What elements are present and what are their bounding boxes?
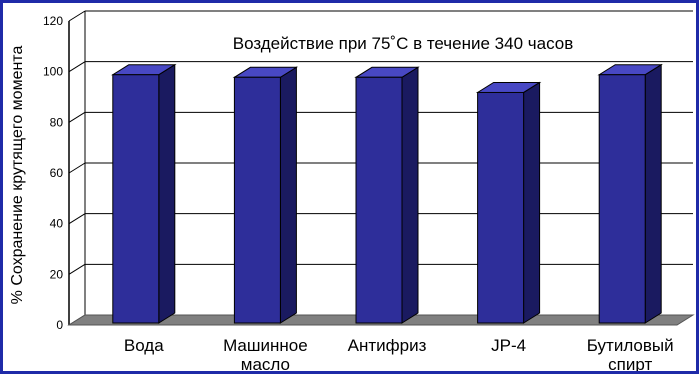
x-tick-label: Бутиловый <box>587 336 674 355</box>
bar-front <box>477 91 525 324</box>
bar-side <box>279 66 297 324</box>
x-tick-label: масло <box>241 355 290 371</box>
y-tick-label: 100 <box>43 65 63 79</box>
bar-side <box>523 81 541 324</box>
y-axis: 0 20 40 60 80 100 120 <box>43 11 86 332</box>
y-tick-label: 40 <box>50 217 64 231</box>
x-tick-label: Машинное <box>223 336 308 355</box>
x-tick-label: спирт <box>608 355 652 371</box>
bars <box>111 63 663 324</box>
bar-front <box>355 76 403 324</box>
y-tick-label: 0 <box>56 318 63 332</box>
gridline-diagonal <box>68 263 86 275</box>
gridline-diagonal <box>68 213 86 225</box>
bar <box>232 66 299 324</box>
gridline-diagonal <box>68 61 86 73</box>
y-tick-label: 20 <box>50 267 64 281</box>
y-tick-label: 60 <box>50 166 64 180</box>
chart-annotation: Воздействие при 75˚C в течение 340 часов <box>233 34 574 53</box>
gridline-diagonal <box>68 162 86 174</box>
bar <box>597 63 663 324</box>
bar-front <box>233 76 281 324</box>
y-tick-label: 120 <box>43 14 63 28</box>
y-axis-title: % Сохранение крутящего момента <box>9 46 26 305</box>
y-tick-label: 80 <box>50 115 64 129</box>
bar-front <box>598 74 646 324</box>
x-tick-label: Вода <box>124 336 164 355</box>
bar <box>475 81 542 324</box>
x-tick-label: Антифриз <box>348 336 427 355</box>
x-tick-label: JP-4 <box>491 336 526 355</box>
bar <box>111 63 177 324</box>
bar-front <box>112 74 160 324</box>
bar-side <box>401 66 419 324</box>
bar-side <box>158 63 176 324</box>
gridline-diagonal <box>68 111 86 123</box>
bar-side <box>644 63 662 324</box>
bar <box>354 66 420 324</box>
gridline-diagonal <box>68 10 86 22</box>
